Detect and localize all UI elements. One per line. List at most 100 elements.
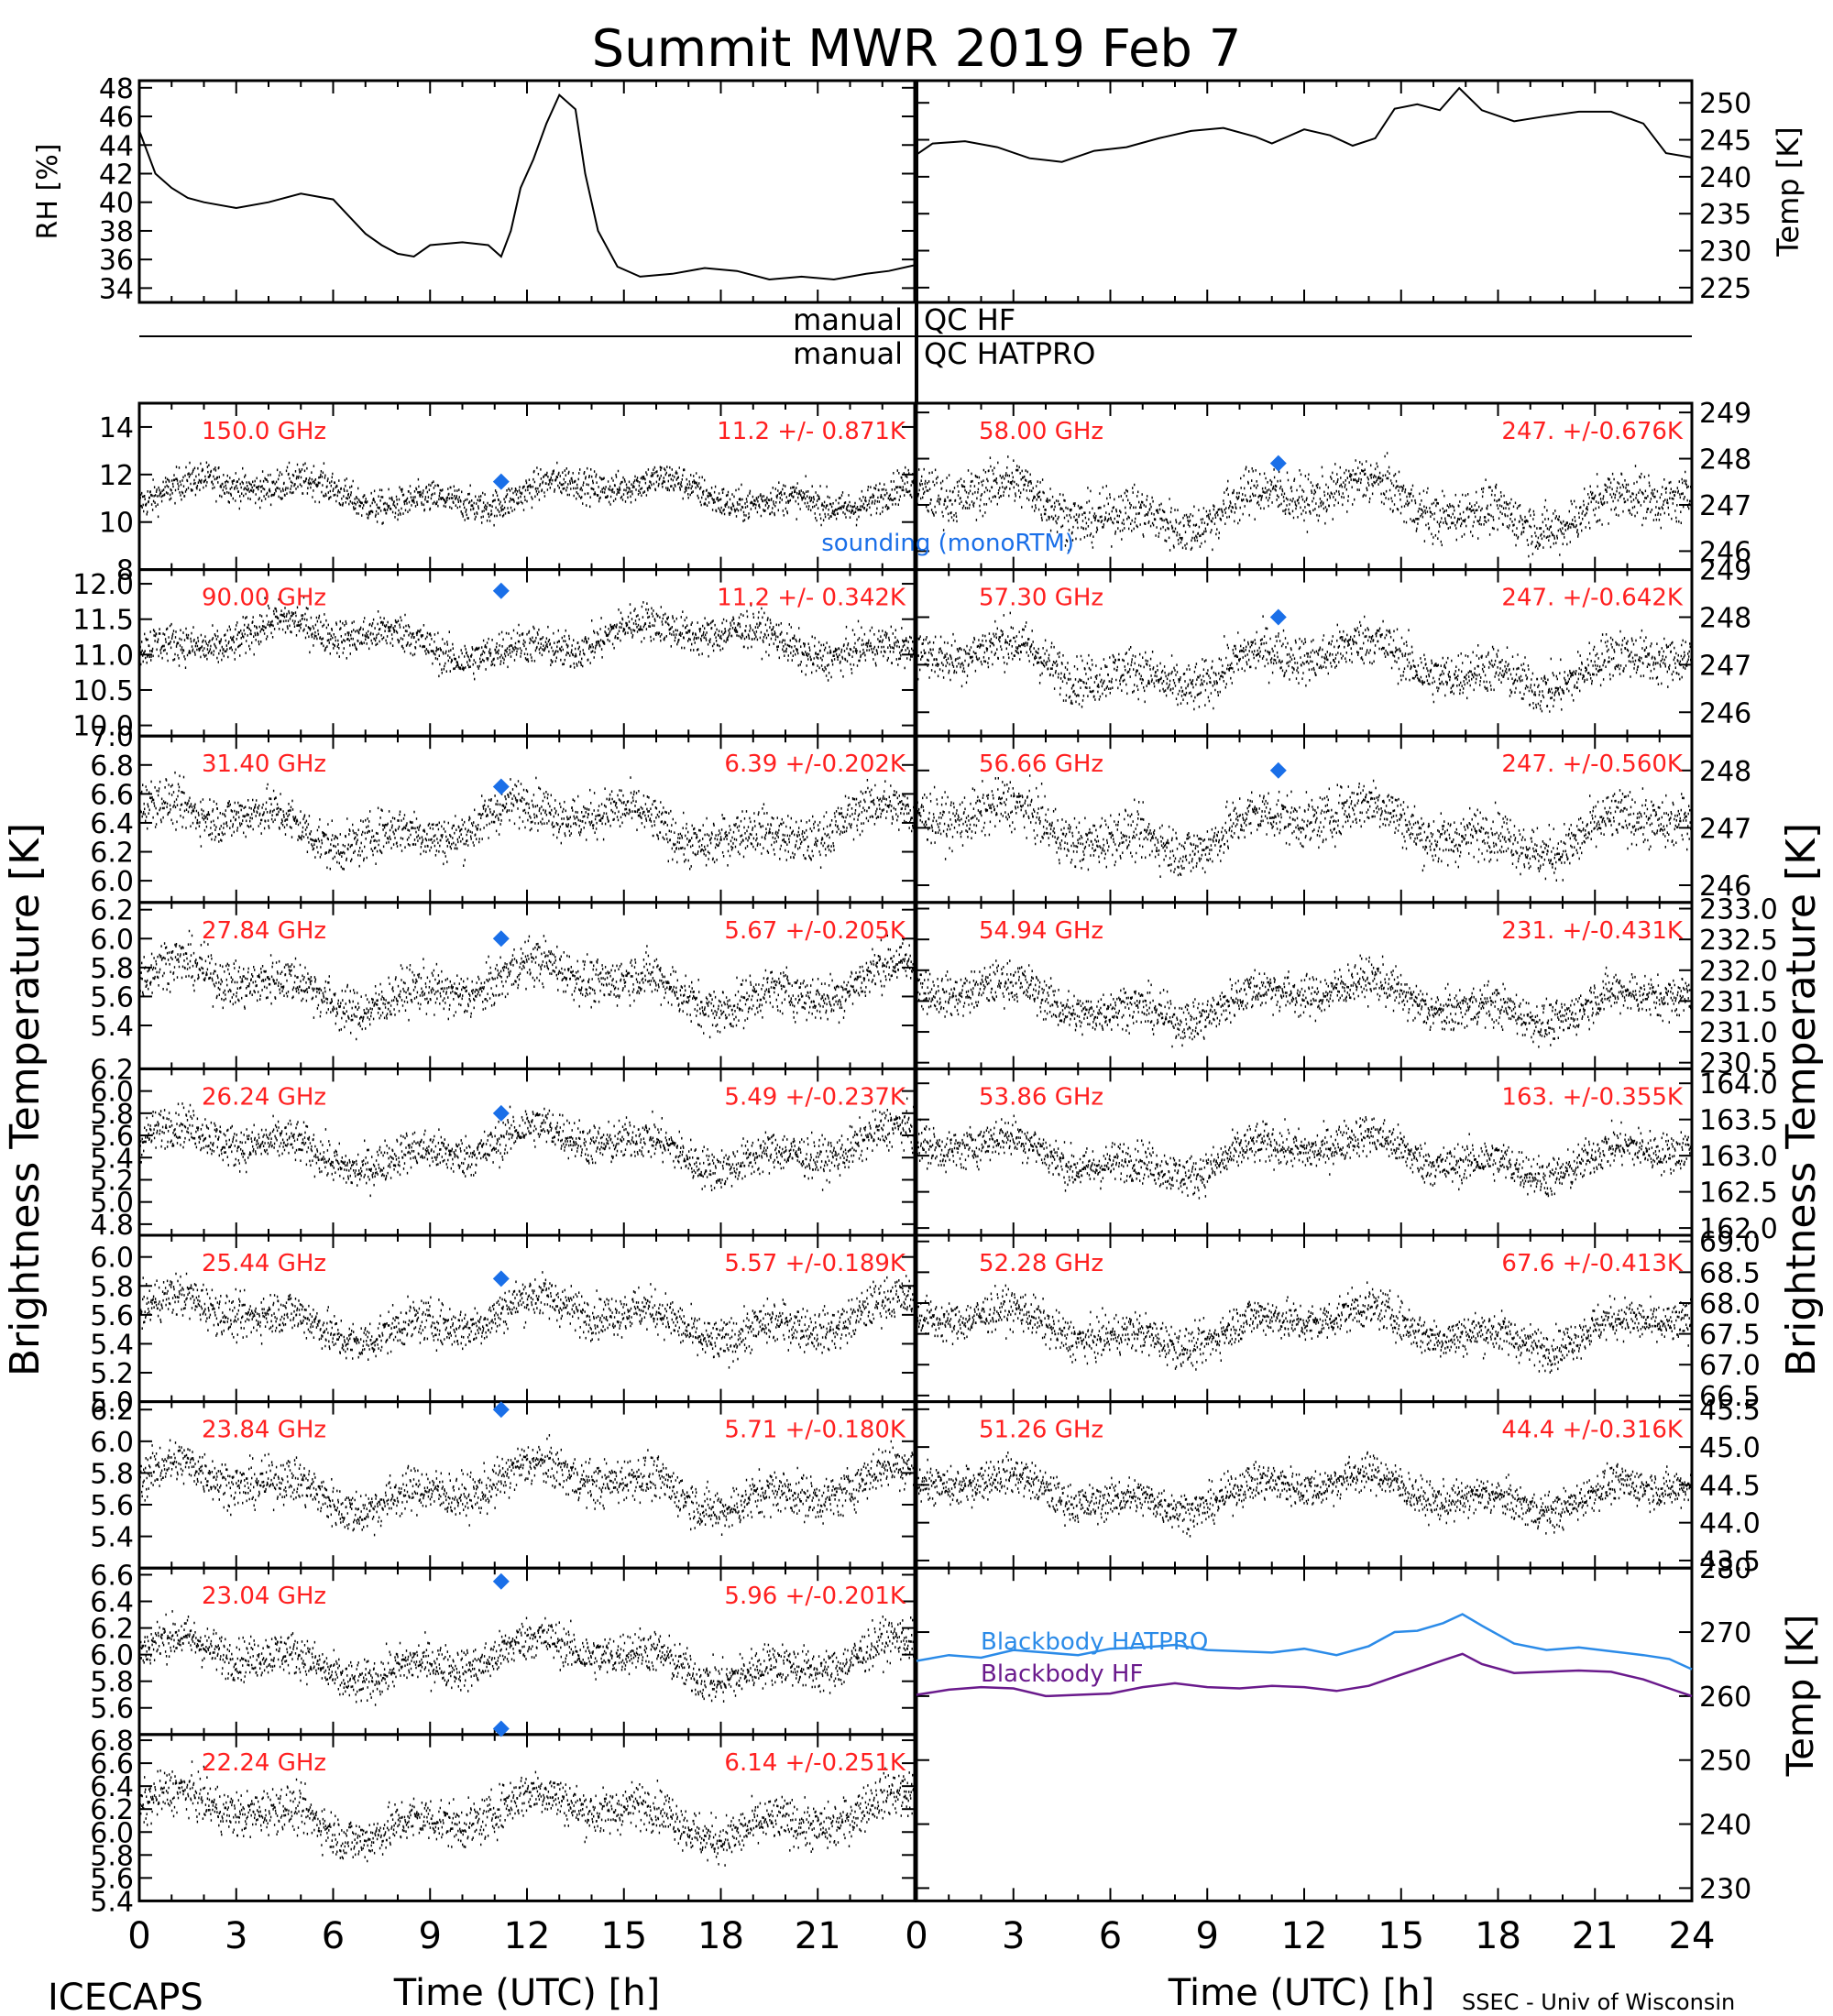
ch_150-trace <box>139 461 916 527</box>
ch_2384-stats: 5.71 +/-0.180K <box>724 1417 906 1444</box>
ch_5730-panel-ytick-label: 248 <box>1699 602 1751 634</box>
ch_5386-panel-ytick-label: 162.0 <box>1699 1213 1778 1245</box>
ch_2544-panel-ytick-label: 6.0 <box>90 1243 134 1275</box>
ch_5730-label: 57.30 GHz <box>979 585 1103 612</box>
ch_5800-sounding-marker <box>1269 455 1287 472</box>
ch_90-panel-ytick-label: 11.5 <box>72 605 134 637</box>
ch_2304-stats: 5.96 +/-0.201K <box>724 1583 906 1610</box>
ch_2784-panel-ytick-label: 5.4 <box>90 1011 134 1043</box>
left-xtick-label: 6 <box>322 1915 345 1957</box>
ch_5730-panel-ytick-label: 249 <box>1699 555 1751 587</box>
ch_5228-stats: 67.6 +/-0.413K <box>1501 1250 1684 1277</box>
ch_5228-trace <box>916 1281 1694 1374</box>
air-temp-panel-ytick-label: 245 <box>1699 126 1751 158</box>
ch_3140-panel-ytick-label: 6.4 <box>90 808 134 840</box>
ch_2304-sounding-marker <box>492 1572 510 1590</box>
blackbody-panel-ytick-label: 250 <box>1699 1746 1751 1778</box>
ch_2224-sounding-marker <box>492 1720 510 1737</box>
ch_2784-stats: 5.67 +/-0.205K <box>724 917 906 945</box>
ch_5386-label: 53.86 GHz <box>979 1083 1103 1111</box>
ch_2624-panel-ytick-label: 5.0 <box>90 1188 134 1220</box>
ch_2304-panel-ytick-label: 5.8 <box>90 1667 134 1699</box>
ch_150-panel-ytick-label: 8 <box>116 555 134 587</box>
left-xaxis-title: Time (UTC) [h] <box>393 1972 660 2014</box>
right-xtick-label: 21 <box>1572 1915 1619 1957</box>
right-xaxis-title: Time (UTC) [h] <box>1168 1972 1434 2014</box>
ch_2304-panel-ytick-label: 6.4 <box>90 1587 134 1619</box>
ch_2544-points <box>139 1271 916 1369</box>
ch_2624-panel-ytick-label: 4.8 <box>90 1210 134 1242</box>
blackbody-panel-ytick-label: 280 <box>1699 1553 1751 1585</box>
ch_2544-panel-ytick-label: 5.2 <box>90 1358 134 1390</box>
ch_2304-panel-ytick-label: 5.6 <box>90 1693 134 1726</box>
ch_5386-stats: 163. +/-0.355K <box>1501 1083 1684 1111</box>
ch_2384-panel-ytick-label: 6.2 <box>90 1395 134 1427</box>
ch_150-panel-ytick-label: 12 <box>99 460 134 492</box>
ch_2224-panel-ytick-label: 6.8 <box>90 1726 134 1758</box>
left-xtick-label: 21 <box>795 1915 841 1957</box>
right-xtick-label: 6 <box>1099 1915 1122 1957</box>
right-xtick-label: 18 <box>1475 1915 1521 1957</box>
ch_2384-panel-ytick-label: 5.8 <box>90 1458 134 1490</box>
ch_5800-stats: 247. +/-0.676K <box>1501 418 1684 445</box>
ch_3140-panel-ytick-label: 6.6 <box>90 779 134 811</box>
ch_150-sounding-marker <box>492 473 510 490</box>
ch_2624-trace <box>139 1097 916 1198</box>
ch_2784-trace <box>139 929 916 1041</box>
ch_5228-panel-ytick-label: 68.0 <box>1699 1288 1761 1320</box>
ch_90-panel-ytick-label: 10.0 <box>72 711 134 743</box>
blackbody-panel-ytick-label: 270 <box>1699 1617 1751 1649</box>
ch_5126-points <box>916 1451 1694 1538</box>
ch_2624-stats: 5.49 +/-0.237K <box>724 1083 906 1111</box>
ch_2224-label: 22.24 GHz <box>202 1749 326 1777</box>
right-xtick-label: 0 <box>905 1915 927 1957</box>
ch_2224-trace <box>139 1760 916 1867</box>
left-xtick-label: 3 <box>225 1915 247 1957</box>
ch_5126-panel-ytick-label: 44.5 <box>1699 1470 1761 1502</box>
ch_5228-panel-ytick-label: 68.5 <box>1699 1257 1761 1289</box>
left-xtick-label: 0 <box>127 1915 150 1957</box>
ch_5228-panel-ytick-label: 67.5 <box>1699 1320 1761 1352</box>
left-xtick-label: 15 <box>600 1915 647 1957</box>
rh-panel-ytick-label: 36 <box>99 245 134 277</box>
ch_2384-trace <box>139 1434 916 1537</box>
ch_5494-trace <box>916 954 1694 1048</box>
ch_150-label: 150.0 GHz <box>202 418 326 445</box>
qc-hatpro-label: QC HATPRO <box>924 336 1095 371</box>
right-xtick-label: 9 <box>1196 1915 1219 1957</box>
ch_5126-panel-ytick-label: 45.5 <box>1699 1395 1761 1427</box>
air-temp-axis-title: Temp [K] <box>1771 126 1806 257</box>
chart-title: Summit MWR 2019 Feb 7 <box>592 19 1242 79</box>
ch_2784-panel-ytick-label: 5.6 <box>90 981 134 1013</box>
ch_5494-panel-ytick-label: 230.5 <box>1699 1048 1778 1080</box>
ch_5730-sounding-marker <box>1269 608 1287 626</box>
ch_5386-trace <box>916 1114 1694 1200</box>
ch_2384-panel-ytick-label: 5.6 <box>90 1490 134 1522</box>
qc-manual-hatpro-label: manual <box>793 336 903 371</box>
ch_3140-panel-ytick-label: 6.2 <box>90 838 134 870</box>
ch_5666-sounding-marker <box>1269 761 1287 779</box>
ch_150-panel-ytick-label: 14 <box>99 412 134 444</box>
ch_150-points <box>139 461 916 527</box>
ch_5730-stats: 247. +/-0.642K <box>1501 585 1684 612</box>
ch_2544-trace <box>139 1271 916 1369</box>
rh-panel-ytick-label: 38 <box>99 216 134 248</box>
ch_5494-panel-ytick-label: 232.5 <box>1699 925 1778 957</box>
ch_5386-panel-ytick-label: 163.5 <box>1699 1105 1778 1137</box>
ch_2304-label: 23.04 GHz <box>202 1583 326 1610</box>
ch_5494-points <box>916 954 1694 1048</box>
blackbody-panel-ytick-label: 230 <box>1699 1873 1751 1905</box>
ch_5386-panel-ytick-label: 162.5 <box>1699 1178 1778 1210</box>
rh-panel-ytick-label: 34 <box>99 273 134 305</box>
ch_5126-trace <box>916 1451 1694 1538</box>
blackbody-hf-line <box>916 1652 1693 1698</box>
ch_3140-panel-ytick-label: 6.8 <box>90 751 134 783</box>
ch_5126-panel-ytick-label: 43.5 <box>1699 1546 1761 1578</box>
ch_2544-label: 25.44 GHz <box>202 1250 326 1277</box>
ch_90-panel-ytick-label: 10.5 <box>72 675 134 707</box>
blackbody-hatpro-label: Blackbody HATPRO <box>981 1628 1208 1656</box>
ch_2224-panel-ytick-label: 6.4 <box>90 1771 134 1803</box>
ch_5666-panel-ytick-label: 246 <box>1699 871 1751 903</box>
ch_3140-stats: 6.39 +/-0.202K <box>724 751 906 778</box>
air-temp-panel-ytick-label: 250 <box>1699 88 1751 120</box>
